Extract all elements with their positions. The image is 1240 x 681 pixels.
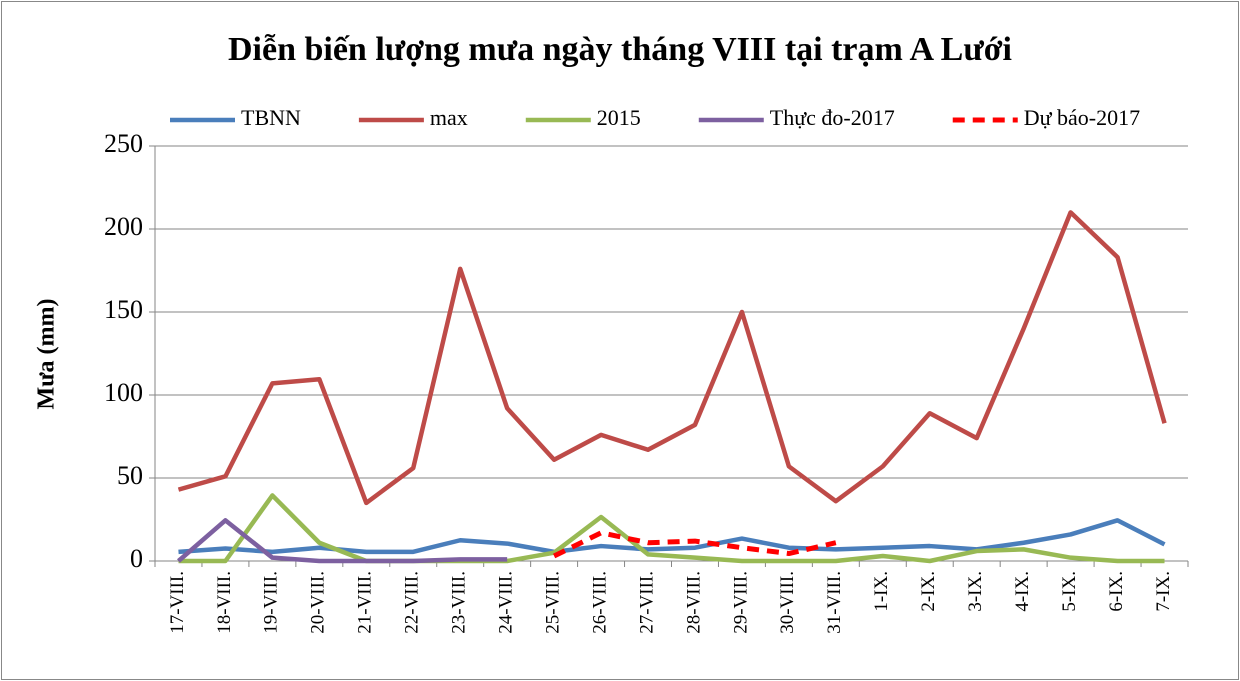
- x-tick-label: 2-IX.: [918, 571, 939, 612]
- y-axis-label: Mưa (mm): [34, 298, 60, 409]
- x-tick-label: 3-IX.: [965, 571, 986, 612]
- y-tick-label: 250: [104, 129, 143, 158]
- legend-label: max: [430, 105, 468, 130]
- series-line: [177, 518, 508, 564]
- legend-label: 2015: [597, 105, 641, 130]
- x-tick-label: 25-VIII.: [542, 571, 563, 634]
- y-tick-label: 0: [130, 544, 143, 573]
- series-line: [553, 530, 837, 559]
- x-tick-label: 23-VIII.: [449, 571, 470, 634]
- x-tick-label: 24-VIII.: [496, 571, 517, 634]
- x-tick-label: 6-IX.: [1106, 571, 1127, 612]
- x-tick-label: 1-IX.: [871, 571, 892, 612]
- x-tick-label: 7-IX.: [1153, 571, 1174, 612]
- legend-label: Dự báo-2017: [1024, 105, 1140, 130]
- chart-title: Diễn biến lượng mưa ngày tháng VIII tại …: [228, 31, 1012, 68]
- x-tick-label: 5-IX.: [1059, 571, 1080, 612]
- legend-label: TBNN: [241, 105, 301, 130]
- y-tick-label: 150: [104, 295, 143, 324]
- x-tick-label: 22-VIII.: [402, 571, 423, 634]
- y-tick-label: 100: [104, 378, 143, 407]
- x-tick-label: 21-VIII.: [355, 571, 376, 634]
- x-tick-label: 18-VIII.: [214, 571, 235, 634]
- x-tick-label: 28-VIII.: [683, 571, 704, 634]
- x-tick-label: 17-VIII.: [167, 571, 188, 634]
- y-tick-label: 200: [104, 212, 143, 241]
- series-line: [177, 210, 1167, 506]
- x-tick-label: 29-VIII.: [730, 571, 751, 634]
- legend-label: Thực đo-2017: [770, 105, 895, 130]
- x-tick-label: 26-VIII.: [589, 571, 610, 634]
- x-tick-label: 19-VIII.: [261, 571, 282, 634]
- x-tick-label: 20-VIII.: [308, 571, 329, 634]
- x-tick-label: 27-VIII.: [636, 571, 657, 634]
- x-tick-label: 4-IX.: [1012, 571, 1033, 612]
- x-tick-label: 31-VIII.: [824, 571, 845, 634]
- x-tick-label: 30-VIII.: [777, 571, 798, 634]
- series-line: [178, 493, 1165, 564]
- y-tick-label: 50: [117, 461, 143, 490]
